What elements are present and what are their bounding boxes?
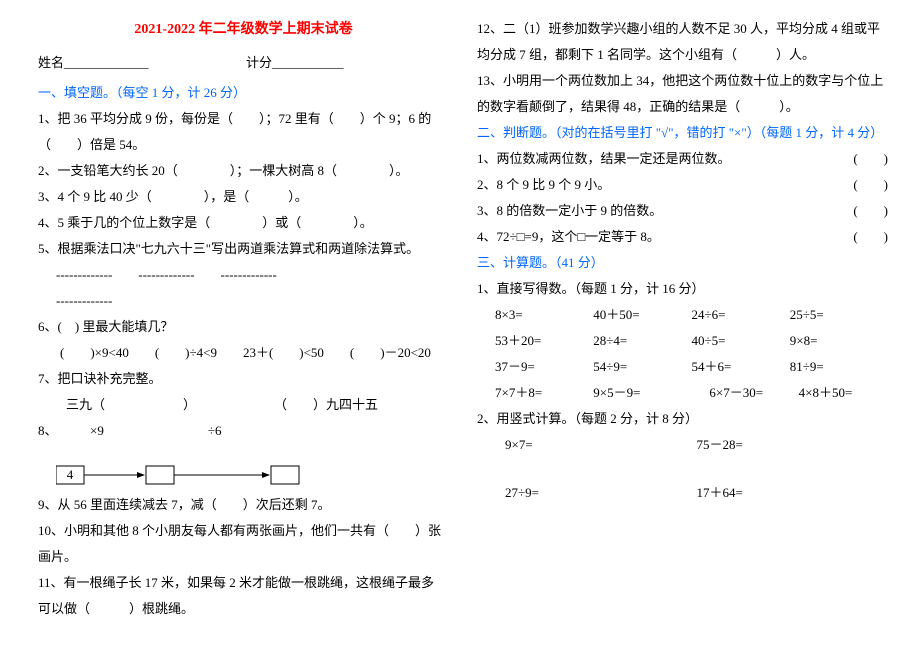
- section-2-head: 二、判断题。（对的在括号里打 "√"，错的打 "×"）（每题 1 分，计 4 分…: [477, 120, 888, 146]
- q6: 6、( ) 里最大能填几？: [38, 314, 449, 340]
- exam-title: 2021-2022 年二年级数学上期末试卷: [38, 16, 449, 44]
- r3b: 54÷9=: [593, 354, 691, 380]
- calc-row-3: 37－9= 54÷9= 54＋6= 81÷9=: [477, 354, 888, 380]
- calc-row-4: 7×7＋8= 9×5－9= 6×7－30= 4×8＋50=: [477, 380, 888, 406]
- r1c: 24÷6=: [692, 302, 790, 328]
- c2: 2、用竖式计算。（每题 2 分，计 8 分）: [477, 406, 888, 432]
- r1d: 25÷5=: [790, 302, 888, 328]
- r2b: 28÷4=: [593, 328, 691, 354]
- r4c: 6×7－30=: [709, 380, 798, 406]
- vert-row-2: 27÷9= 17＋64=: [477, 480, 888, 506]
- calc-row-2: 53＋20= 28÷4= 40÷5= 9×8=: [477, 328, 888, 354]
- section-3-head: 三、计算题。（41 分）: [477, 250, 888, 276]
- q8-ops: 8、 ×9 ÷6: [38, 418, 449, 444]
- r1b: 40＋50=: [593, 302, 691, 328]
- j4-text: 4、72÷□=9，这个□一定等于 8。: [477, 229, 660, 244]
- spacer: [477, 458, 888, 480]
- q9: 9、从 56 里面连续减去 7，减（ ）次后还剩 7。: [38, 492, 449, 518]
- j2-paren: ( ): [853, 172, 888, 198]
- r2d: 9×8=: [790, 328, 888, 354]
- r2c: 40÷5=: [692, 328, 790, 354]
- q3: 3、4 个 9 比 40 少（ ），是（ ）。: [38, 184, 449, 210]
- q7-sub: 三九（ ） （ ）九四十五: [38, 392, 449, 418]
- v2b: 17＋64=: [697, 480, 889, 506]
- flow-svg: 4: [56, 446, 316, 488]
- r2a: 53＋20=: [495, 328, 593, 354]
- v2a: 27÷9=: [505, 480, 697, 506]
- r4a: 7×7＋8=: [495, 380, 593, 406]
- j1-text: 1、两位数减两位数，结果一定还是两位数。: [477, 151, 731, 166]
- q13: 13、小明用一个两位数加上 34，他把这个两位数十位上的数字与个位上的数字看颠倒…: [477, 68, 888, 120]
- calc-row-1: 8×3= 40＋50= 24÷6= 25÷5=: [477, 302, 888, 328]
- j2: 2、8 个 9 比 9 个 9 小。 ( ): [477, 172, 888, 198]
- q5-blanks-1: ------------- ------------- ------------…: [38, 262, 449, 288]
- q11a: 11、有一根绳子长 17 米，如果每 2 米才能做一根跳绳，这根绳子最多: [38, 570, 449, 596]
- v1b: 75－28=: [697, 432, 889, 458]
- j4: 4、72÷□=9，这个□一定等于 8。 ( ): [477, 224, 888, 250]
- q11b: 可以做（ ）根跳绳。: [38, 596, 449, 622]
- svg-text:4: 4: [67, 467, 74, 482]
- q5: 5、根据乘法口决"七九六十三"写出两道乘法算式和两道除法算式。: [38, 236, 449, 262]
- q8-diagram: 4: [56, 446, 449, 488]
- j1-paren: ( ): [853, 146, 888, 172]
- r3c: 54＋6=: [692, 354, 790, 380]
- q7: 7、把口诀补充完整。: [38, 366, 449, 392]
- r3a: 37－9=: [495, 354, 593, 380]
- v1a: 9×7=: [505, 432, 697, 458]
- exam-page: 2021-2022 年二年级数学上期末试卷 姓名_____________ 计分…: [0, 0, 920, 650]
- q12: 12、二（1）班参加数学兴趣小组的人数不足 30 人，平均分成 4 组或平均分成…: [477, 16, 888, 68]
- j3: 3、8 的倍数一定小于 9 的倍数。 ( ): [477, 198, 888, 224]
- vert-row-1: 9×7= 75－28=: [477, 432, 888, 458]
- q4: 4、5 乘于几的个位上数字是（ ）或（ ）。: [38, 210, 449, 236]
- section-1-head: 一、填空题。（每空 1 分，计 26 分）: [38, 80, 449, 106]
- j3-paren: ( ): [853, 198, 888, 224]
- j2-text: 2、8 个 9 比 9 个 9 小。: [477, 177, 610, 192]
- q1: 1、把 36 平均分成 9 份，每份是（ ）；72 里有（ ）个 9；6 的（ …: [38, 106, 449, 158]
- r4b: 9×5－9=: [593, 380, 709, 406]
- name-score-line: 姓名_____________ 计分___________: [38, 50, 449, 76]
- j4-paren: ( ): [853, 224, 888, 250]
- q2: 2、一支铅笔大约长 20（ ）；一棵大树高 8（ ）。: [38, 158, 449, 184]
- j3-text: 3、8 的倍数一定小于 9 的倍数。: [477, 203, 662, 218]
- q5-blanks-2: -------------: [38, 288, 449, 314]
- j1: 1、两位数减两位数，结果一定还是两位数。 ( ): [477, 146, 888, 172]
- r3d: 81÷9=: [790, 354, 888, 380]
- r1a: 8×3=: [495, 302, 593, 328]
- r4d: 4×8＋50=: [799, 380, 888, 406]
- c1: 1、直接写得数。（每题 1 分，计 16 分）: [477, 276, 888, 302]
- q6-sub: ( )×9<40 ( )÷4<9 23＋( )<50 ( )－20<20: [38, 340, 449, 366]
- q10: 10、小明和其他 8 个小朋友每人都有两张画片，他们一共有（ ）张画片。: [38, 518, 449, 570]
